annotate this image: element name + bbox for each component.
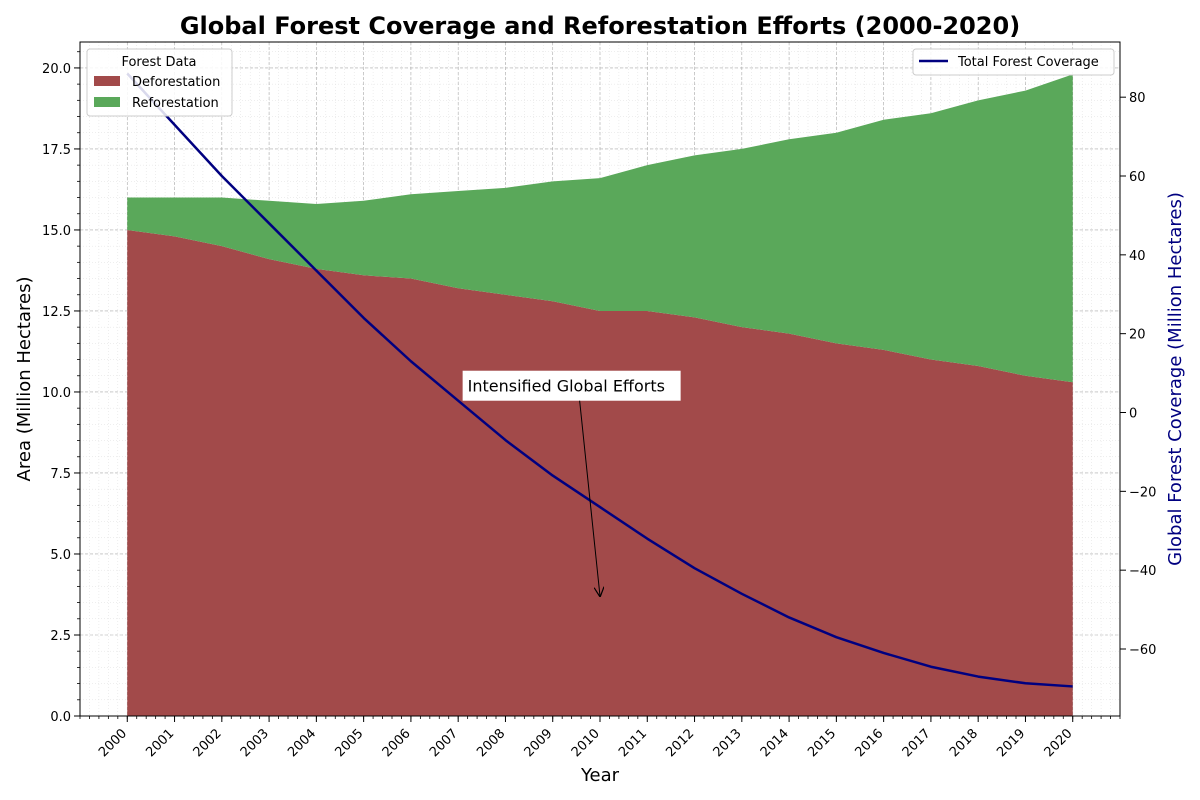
- y2-tick-label: 60: [1129, 170, 1146, 185]
- area-deforestation: [127, 229, 1073, 716]
- y-tick-label: 20.0: [42, 62, 71, 77]
- x-tick-label: 2001: [143, 726, 177, 760]
- line-total-forest-coverage: [126, 72, 1073, 688]
- y-tick-label: 12.5: [42, 305, 71, 320]
- legend-swatch-reforestation: [94, 97, 120, 107]
- y2-tick-label: −60: [1129, 643, 1156, 658]
- x-tick-label: 2012: [663, 726, 697, 760]
- x-tick-label: 2004: [285, 726, 319, 760]
- x-tick-label: 2014: [758, 726, 792, 760]
- y2-axis-ticks: −60 −40 −20 0 20 40 60 80: [1120, 91, 1156, 658]
- x-tick-label: 2000: [96, 726, 130, 760]
- x-tick-label: 2011: [616, 726, 650, 760]
- x-tick-label: 2016: [852, 726, 886, 760]
- chart-title: Global Forest Coverage and Reforestation…: [180, 12, 1020, 40]
- y-tick-label: 5.0: [50, 548, 71, 563]
- x-tick-label: 2008: [474, 726, 508, 760]
- y-tick-label: 17.5: [42, 143, 71, 158]
- y2-tick-label: 20: [1129, 328, 1146, 343]
- annotation-box: [462, 370, 681, 401]
- legend-label-deforestation: Deforestation: [132, 75, 220, 90]
- y-axis-label: Area (Million Hectares): [14, 277, 35, 482]
- y2-tick-label: −20: [1129, 485, 1156, 500]
- y-tick-label: 15.0: [42, 224, 71, 239]
- y-axis-ticks: 0.0 2.5 5.0 7.5 10.0 12.5 15.0 17.5 20.0: [42, 51, 80, 725]
- legend-title: Forest Data: [121, 55, 196, 70]
- legend-total-coverage: Total Forest Coverage: [912, 48, 1115, 76]
- x-tick-label: 2007: [427, 726, 461, 760]
- x-tick-label: 2003: [238, 726, 272, 760]
- y-tick-label: 2.5: [50, 629, 71, 644]
- x-tick-label: 2015: [805, 726, 839, 760]
- x-tick-label: 2018: [947, 726, 981, 760]
- annotation: Intensified Global Efforts: [462, 370, 681, 596]
- legend-forest-data: Forest Data Deforestation Reforestation: [86, 48, 233, 117]
- y2-axis-label: Global Forest Coverage (Million Hectares…: [1165, 192, 1186, 566]
- annotation-text: Intensified Global Efforts: [468, 377, 665, 396]
- x-tick-label: 2006: [380, 726, 414, 760]
- y2-tick-label: 80: [1129, 91, 1146, 106]
- x-axis-ticks: 2000 2001 2002 2003 2004 2005 2006 2007 2008 2009…: [79, 716, 1121, 760]
- annotation-arrow: [579, 400, 600, 596]
- x-tick-label: 2010: [569, 726, 603, 760]
- legend-label-reforestation: Reforestation: [132, 96, 219, 111]
- x-tick-label: 2005: [332, 726, 366, 760]
- y2-tick-label: −40: [1129, 564, 1156, 579]
- legend-label-total: Total Forest Coverage: [957, 55, 1099, 70]
- x-tick-label: 2013: [711, 726, 745, 760]
- x-tick-label: 2019: [994, 726, 1028, 760]
- x-tick-label: 2002: [191, 726, 225, 760]
- x-axis-label: Year: [580, 765, 620, 786]
- y2-tick-label: 40: [1129, 249, 1146, 264]
- area-reforestation: [127, 74, 1073, 383]
- legend-swatch-deforestation: [94, 76, 120, 86]
- x-tick-label: 2009: [522, 726, 556, 760]
- x-tick-label: 2017: [900, 726, 934, 760]
- y-tick-label: 7.5: [50, 467, 71, 482]
- y-tick-label: 0.0: [50, 710, 71, 725]
- y2-tick-label: 0: [1129, 407, 1137, 422]
- area-layer: [127, 74, 1073, 716]
- y-tick-label: 10.0: [42, 386, 71, 401]
- line-layer: [126, 72, 1073, 688]
- x-tick-label: 2020: [1042, 726, 1076, 760]
